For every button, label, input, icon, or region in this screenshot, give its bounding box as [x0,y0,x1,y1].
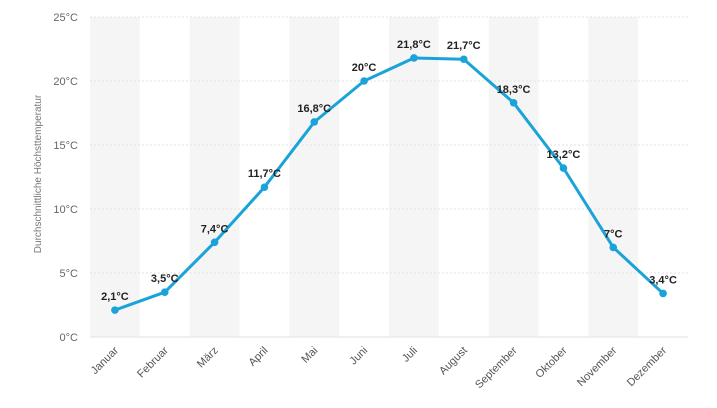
band-9 [538,17,589,337]
data-label: 7,4°C [201,223,229,235]
data-label: 21,8°C [397,39,431,51]
x-tick-label: Oktober [533,344,569,380]
band-6 [389,17,439,337]
data-point [609,243,618,252]
y-tick-label: 5°C [60,268,79,280]
band-2 [189,17,240,337]
y-tick-label: 15°C [53,140,78,152]
y-axis-title: Durchschnittliche Höchsttemperatur [33,94,44,253]
data-point [360,77,368,85]
band-10 [588,17,639,337]
x-tick-label: April [246,345,270,369]
band-4 [289,17,340,337]
data-label: 3,5°C [151,273,179,285]
data-point [659,289,667,298]
data-label: 2,1°C [101,291,129,303]
data-label: 7°C [604,228,623,240]
x-tick-label: Februar [135,344,171,380]
y-tick-label: 20°C [53,76,78,88]
x-tick-label: Mai [299,345,320,366]
data-label: 18,3°C [497,84,531,96]
x-tick-label: Januar [89,344,122,377]
band-7 [438,17,489,337]
x-tick-label: Juni [347,345,370,368]
x-tick-label: Dezember [625,344,670,389]
data-label: 21,7°C [447,40,481,52]
data-label: 11,7°C [248,168,281,180]
series-line [113,56,665,312]
y-axis-ticks: 0°C 5°C 10°C 15°C 20°C 25°C [53,12,78,344]
data-point [310,118,319,126]
y-tick-label: 10°C [53,204,78,216]
data-label: 13,2°C [547,149,581,161]
data-label: 20°C [352,62,377,74]
y-tick-label: 25°C [53,12,78,24]
background-bands [90,17,688,337]
x-tick-label: März [195,345,221,371]
data-labels: 2,1°C 3,5°C 7,4°C 11,7°C 16,8°C 20°C 21,8°C 21,… [101,39,677,303]
x-tick-label: September [473,344,520,391]
x-tick-label: August [437,345,470,378]
data-point [559,164,568,172]
x-axis-ticks: Januar Februar März April Mai Juni Juli August S… [89,344,670,391]
data-point [210,238,219,247]
series-line-group [113,56,665,312]
band-11 [638,17,688,337]
band-0 [90,17,140,337]
data-label: 3,4°C [649,274,677,286]
data-point [111,306,119,314]
data-point [509,98,518,107]
data-point [160,288,169,297]
data-point [459,55,468,64]
x-tick-label: November [575,344,620,389]
data-point [260,183,269,192]
band-1 [139,17,190,337]
band-5 [339,17,389,337]
data-point [410,54,418,62]
gridlines [90,16,688,338]
data-points [111,54,667,314]
band-3 [239,17,290,337]
y-tick-label: 0°C [60,332,79,344]
data-label: 16,8°C [297,103,331,115]
band-8 [488,17,539,337]
x-tick-label: Juli [400,345,420,365]
